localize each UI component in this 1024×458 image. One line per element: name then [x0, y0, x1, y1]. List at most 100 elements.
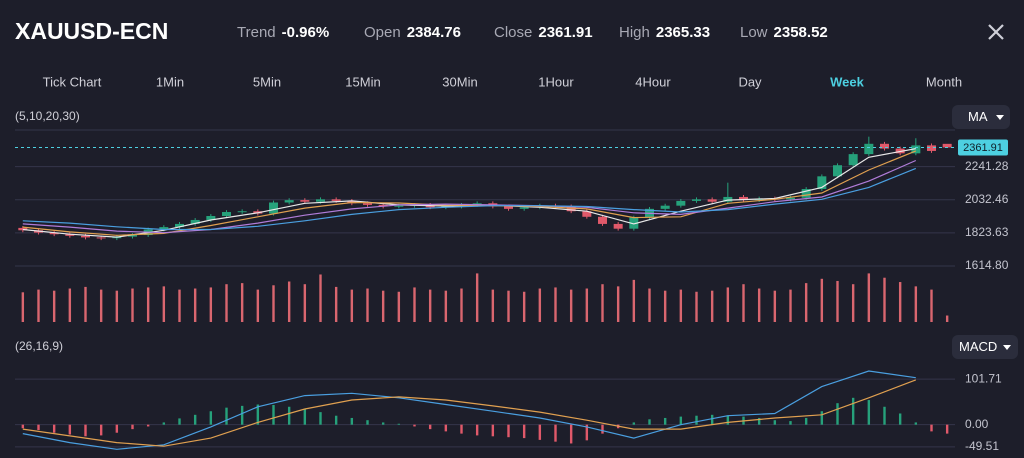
macd-bar [632, 422, 636, 425]
volume-bar [601, 284, 604, 322]
volume-bar [240, 283, 244, 322]
candle-body [582, 211, 592, 217]
candle-body [613, 223, 623, 229]
volume-bar [616, 286, 620, 322]
candle-body [190, 219, 200, 224]
volume-bar [131, 288, 134, 322]
timeframe-tab[interactable]: 30Min [442, 74, 477, 89]
macd-bar [883, 406, 886, 425]
volume-bar [773, 290, 777, 322]
macd-bar [757, 417, 761, 425]
dropdown-arrow [1003, 345, 1011, 350]
candle-body [786, 197, 795, 200]
timeframe-tab[interactable]: Day [738, 74, 762, 89]
macd-bar [914, 422, 918, 425]
macd-bar [99, 424, 103, 436]
volume-bar [632, 279, 636, 322]
stat-value: -0.96% [282, 24, 330, 41]
ma-dropdown[interactable]: MA [952, 105, 1010, 129]
macd-bar [601, 424, 604, 434]
volume-bar [334, 286, 338, 322]
timeframe-tab[interactable]: 5Min [253, 74, 281, 89]
indicator-line [22, 370, 916, 450]
timeframe-tab[interactable]: 4Hour [635, 74, 671, 89]
macd-bar [350, 417, 354, 425]
candle-body [833, 165, 842, 177]
macd-bar [648, 419, 651, 425]
volume-bar [397, 291, 401, 322]
volume-bar [444, 290, 448, 322]
macd-bar [710, 414, 714, 425]
y-tick-label: 2241.28 [965, 159, 1009, 173]
macd-bar [804, 417, 808, 425]
macd-bar [413, 424, 416, 427]
macd-bar [428, 424, 432, 430]
indicator-line [22, 159, 917, 234]
candle-body [49, 232, 59, 235]
volume-bar [945, 315, 949, 322]
volume-bar [115, 290, 119, 322]
macd-bar [68, 424, 72, 435]
macd-dropdown[interactable]: MACD [952, 335, 1018, 359]
dropdown-box [952, 335, 1018, 359]
y-tick-label: -49.51 [965, 439, 999, 453]
stat-label: Close [494, 24, 532, 41]
volume-bar [695, 291, 698, 322]
volume-bar [569, 289, 573, 322]
macd-bar [507, 424, 510, 438]
volume-bar [413, 287, 416, 322]
volume-bar [381, 290, 385, 322]
volume-bar [272, 285, 275, 322]
candle-body [864, 143, 874, 155]
dropdown-label: MACD [959, 339, 997, 354]
macd-bar [225, 407, 228, 425]
macd-bar [726, 415, 730, 425]
timeframe-tab[interactable]: 1Hour [538, 74, 574, 89]
candle-body [331, 199, 341, 201]
macd-bar [146, 424, 150, 427]
macd-bar [240, 405, 244, 425]
dropdown-label: MA [968, 109, 988, 124]
macd-bar [773, 420, 777, 425]
candle-body [942, 143, 952, 148]
macd-bar [930, 424, 933, 432]
volume-bar [507, 290, 510, 322]
candle-body [707, 199, 717, 202]
candle-body [692, 199, 701, 201]
candle-body [222, 212, 231, 216]
macd-bar [256, 404, 260, 425]
timeframe-tab[interactable]: Tick Chart [43, 74, 102, 89]
candle-body [927, 145, 936, 151]
timeframe-tab[interactable]: Week [830, 74, 864, 89]
macd-bar [898, 413, 902, 425]
macd-bar [131, 424, 134, 430]
candle-body [880, 143, 889, 149]
volume-bar [21, 292, 25, 322]
macd-bar [303, 409, 307, 425]
close-icon [988, 24, 1004, 40]
volume-bar [366, 288, 369, 322]
macd-bar [585, 424, 589, 441]
timeframe-tab[interactable]: 15Min [345, 74, 380, 89]
volume-bar [475, 273, 479, 322]
volume-bar [319, 274, 322, 322]
candle-body [723, 196, 733, 202]
timeframe-tab[interactable]: 1Min [156, 74, 184, 89]
macd-bar [52, 424, 56, 433]
candle-body [269, 202, 278, 214]
close-button[interactable] [988, 24, 1004, 40]
candle-body [801, 189, 811, 198]
volume-bar [522, 291, 526, 322]
candle-body [175, 223, 184, 228]
stat-label: Trend [237, 24, 276, 41]
volume-bar [710, 290, 714, 322]
timeframe-tab[interactable]: Month [926, 74, 962, 89]
volume-bar [146, 287, 150, 322]
volume-bar [789, 289, 792, 322]
volume-bar [460, 288, 463, 322]
volume-bar [256, 289, 260, 322]
candle-body [676, 200, 686, 206]
macd-bar [695, 415, 698, 425]
macd-bar [162, 422, 166, 425]
